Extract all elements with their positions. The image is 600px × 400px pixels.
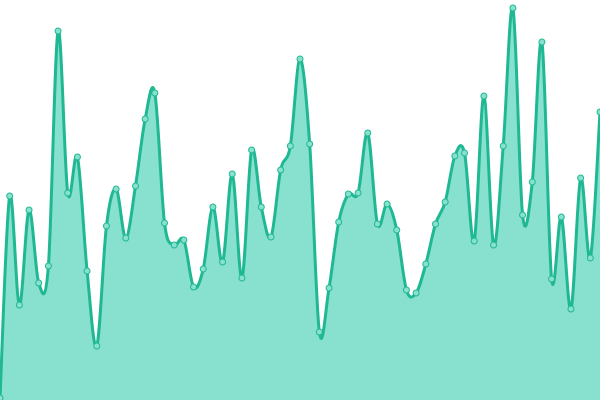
point — [131, 182, 139, 190]
point — [15, 301, 23, 309]
point — [248, 146, 256, 154]
point — [170, 241, 178, 249]
point — [180, 236, 188, 244]
point — [402, 286, 410, 294]
point — [538, 38, 546, 46]
point — [73, 153, 81, 161]
point — [509, 4, 517, 12]
point — [257, 203, 265, 211]
point — [277, 166, 285, 174]
point — [586, 254, 594, 262]
point — [383, 200, 391, 208]
point — [306, 140, 314, 148]
point — [219, 258, 227, 266]
point — [422, 260, 430, 268]
point — [393, 226, 401, 234]
point — [373, 220, 381, 228]
point — [315, 328, 323, 336]
point — [470, 237, 478, 245]
point — [499, 142, 507, 150]
point — [431, 220, 439, 228]
point — [267, 233, 275, 241]
point — [567, 305, 575, 313]
point — [480, 92, 488, 100]
point — [441, 198, 449, 206]
point — [64, 189, 72, 197]
point — [151, 89, 159, 97]
point — [25, 206, 33, 214]
point — [102, 222, 110, 230]
point — [141, 115, 149, 123]
point — [596, 108, 600, 116]
point — [54, 27, 62, 35]
point — [209, 203, 217, 211]
point — [451, 152, 459, 160]
point — [161, 219, 169, 227]
point — [344, 190, 352, 198]
point — [199, 265, 207, 273]
point — [548, 275, 556, 283]
point — [490, 241, 498, 249]
point — [296, 55, 304, 63]
point — [190, 283, 198, 291]
point — [112, 185, 120, 193]
point — [325, 284, 333, 292]
point — [412, 289, 420, 297]
point — [93, 342, 101, 350]
point — [577, 174, 585, 182]
point — [228, 170, 236, 178]
point — [519, 211, 527, 219]
point — [461, 149, 469, 157]
point — [35, 279, 43, 287]
point — [557, 213, 565, 221]
point — [0, 394, 4, 400]
point — [44, 262, 52, 270]
point — [335, 218, 343, 226]
point — [354, 189, 362, 197]
area — [0, 7, 600, 400]
point — [83, 267, 91, 275]
point — [122, 234, 130, 242]
point — [238, 274, 246, 282]
point — [6, 192, 14, 200]
point — [286, 142, 294, 150]
point — [528, 178, 536, 186]
point — [364, 129, 372, 137]
